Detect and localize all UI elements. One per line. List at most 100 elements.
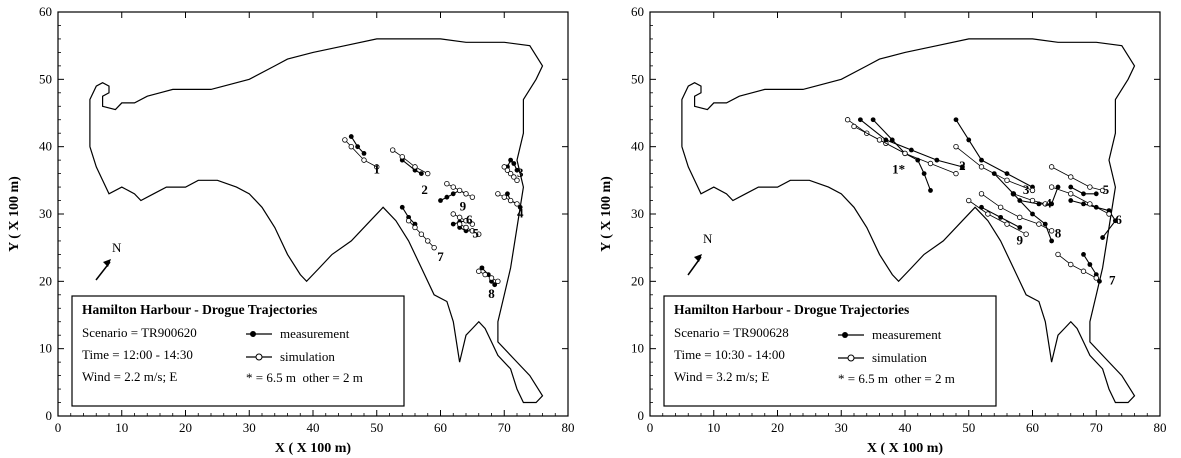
simulation-point (469, 194, 476, 200)
measurement-point (857, 117, 863, 123)
simulation-point (514, 201, 520, 207)
x-tick-label-left: 40 (307, 420, 320, 435)
north-arrow-right: N (687, 231, 713, 276)
simulation-point (412, 224, 418, 231)
simulation-point (450, 211, 456, 217)
x-tick-label-right: 20 (771, 420, 784, 435)
drogue-4-left: 4 (495, 191, 524, 220)
simulation-point (456, 221, 463, 227)
measurement-path (401, 159, 422, 175)
simulation-path (497, 193, 518, 205)
drogue-5-left: 5 (456, 221, 482, 241)
simulation-point (425, 238, 431, 244)
simulation-point (1004, 177, 1010, 184)
measurement-point (479, 265, 485, 271)
drogue-8-left: 8 (476, 265, 501, 301)
drogue-2-right: 2 (851, 117, 966, 177)
simulation-point (902, 150, 908, 157)
measurement-point (361, 151, 367, 156)
measurement-path (872, 119, 932, 191)
drogue-label: 2 (421, 182, 428, 197)
x-axis-title-left: X ( X 100 m) (275, 441, 352, 456)
north-label-left: N (112, 240, 122, 255)
legend-simulation-marker-right (847, 354, 855, 362)
measurement-point (1100, 235, 1106, 240)
simulation-point (476, 231, 482, 237)
drogue-label: 7 (437, 249, 444, 264)
measurement-point (928, 188, 933, 193)
measurement-point (450, 191, 456, 197)
measurement-point (1068, 184, 1074, 190)
drogue-label: 8 (1055, 226, 1062, 241)
simulation-point (418, 231, 425, 237)
measurement-point (1087, 262, 1093, 267)
simulation-point (876, 137, 883, 143)
shoreline-right (681, 38, 1136, 404)
simulation-point (997, 204, 1004, 210)
measurement-point (1055, 184, 1061, 190)
shoreline-left (89, 38, 544, 404)
simulation-point (966, 197, 972, 204)
drogue-3-right: 3 (953, 117, 1036, 197)
simulation-point (1093, 275, 1099, 281)
simulation-point (978, 191, 985, 197)
x-tick-label-left: 0 (55, 420, 62, 435)
simulation-point (450, 184, 456, 190)
x-tick-label-right: 30 (835, 420, 848, 435)
simulation-point (1042, 201, 1048, 207)
simulation-point (342, 137, 348, 143)
drogue-label: 9 (1017, 232, 1024, 247)
measurement-point (959, 164, 965, 170)
measurement-path (955, 119, 1033, 188)
legend-title-right: Hamilton Harbour - Drogue Trajectories (674, 302, 909, 317)
measurement-point (979, 204, 984, 210)
simulation-point (1080, 268, 1087, 274)
simulation-point (501, 194, 507, 200)
simulation-point (374, 164, 380, 170)
simulation-point (514, 177, 520, 184)
simulation-point (511, 174, 517, 180)
measurement-point (1081, 191, 1086, 197)
measurement-point (1097, 278, 1102, 284)
simulation-point (953, 170, 959, 177)
legend-simulation-label-right: simulation (872, 350, 927, 365)
simulation-path (968, 200, 1027, 235)
simulation-point (1068, 261, 1074, 268)
y-tick-label-right: 60 (631, 4, 644, 19)
drogue-label: 4 (517, 205, 524, 220)
x-tick-label-right: 0 (647, 420, 654, 435)
drogue-2-left: 2 (389, 147, 431, 197)
trajectory-series-left: 1 2 9 3 4 65 7 8 (342, 134, 524, 301)
simulation-point (501, 164, 507, 170)
x-tick-label-left: 70 (498, 420, 511, 435)
simulation-point (507, 170, 514, 177)
legend-frame-left (71, 295, 405, 407)
drogue-label: 3 (1023, 182, 1030, 197)
x-tick-label-left: 50 (370, 420, 383, 435)
legend-title-left: Hamilton Harbour - Drogue Trajectories (82, 302, 317, 317)
drogue-label: 1* (892, 162, 905, 177)
drogue-7-left: 7 (399, 204, 444, 264)
simulation-point (1099, 187, 1106, 194)
x-tick-label-right: 60 (1026, 420, 1039, 435)
measurement-point (1004, 171, 1010, 177)
simulation-point (412, 164, 418, 170)
measurement-point (921, 171, 927, 177)
y-tick-label-left: 10 (39, 341, 52, 356)
drogue-label: 7 (1109, 273, 1116, 288)
simulation-point (953, 143, 959, 150)
measurement-point (1049, 238, 1055, 244)
measurement-path (860, 119, 963, 168)
north-arrow-head-right (694, 254, 702, 262)
measurement-point (908, 147, 914, 153)
simulation-point (1055, 251, 1061, 258)
simulation-point (927, 160, 934, 167)
y-tick-label-right: 10 (631, 341, 644, 356)
y-tick-label-left: 30 (39, 206, 52, 221)
harbour-shoreline-left (89, 38, 544, 404)
measurement-point (1049, 201, 1055, 207)
simulation-point (1029, 187, 1036, 194)
measurement-point (399, 204, 405, 210)
measurement-point (418, 171, 424, 177)
measurement-point (883, 137, 889, 143)
